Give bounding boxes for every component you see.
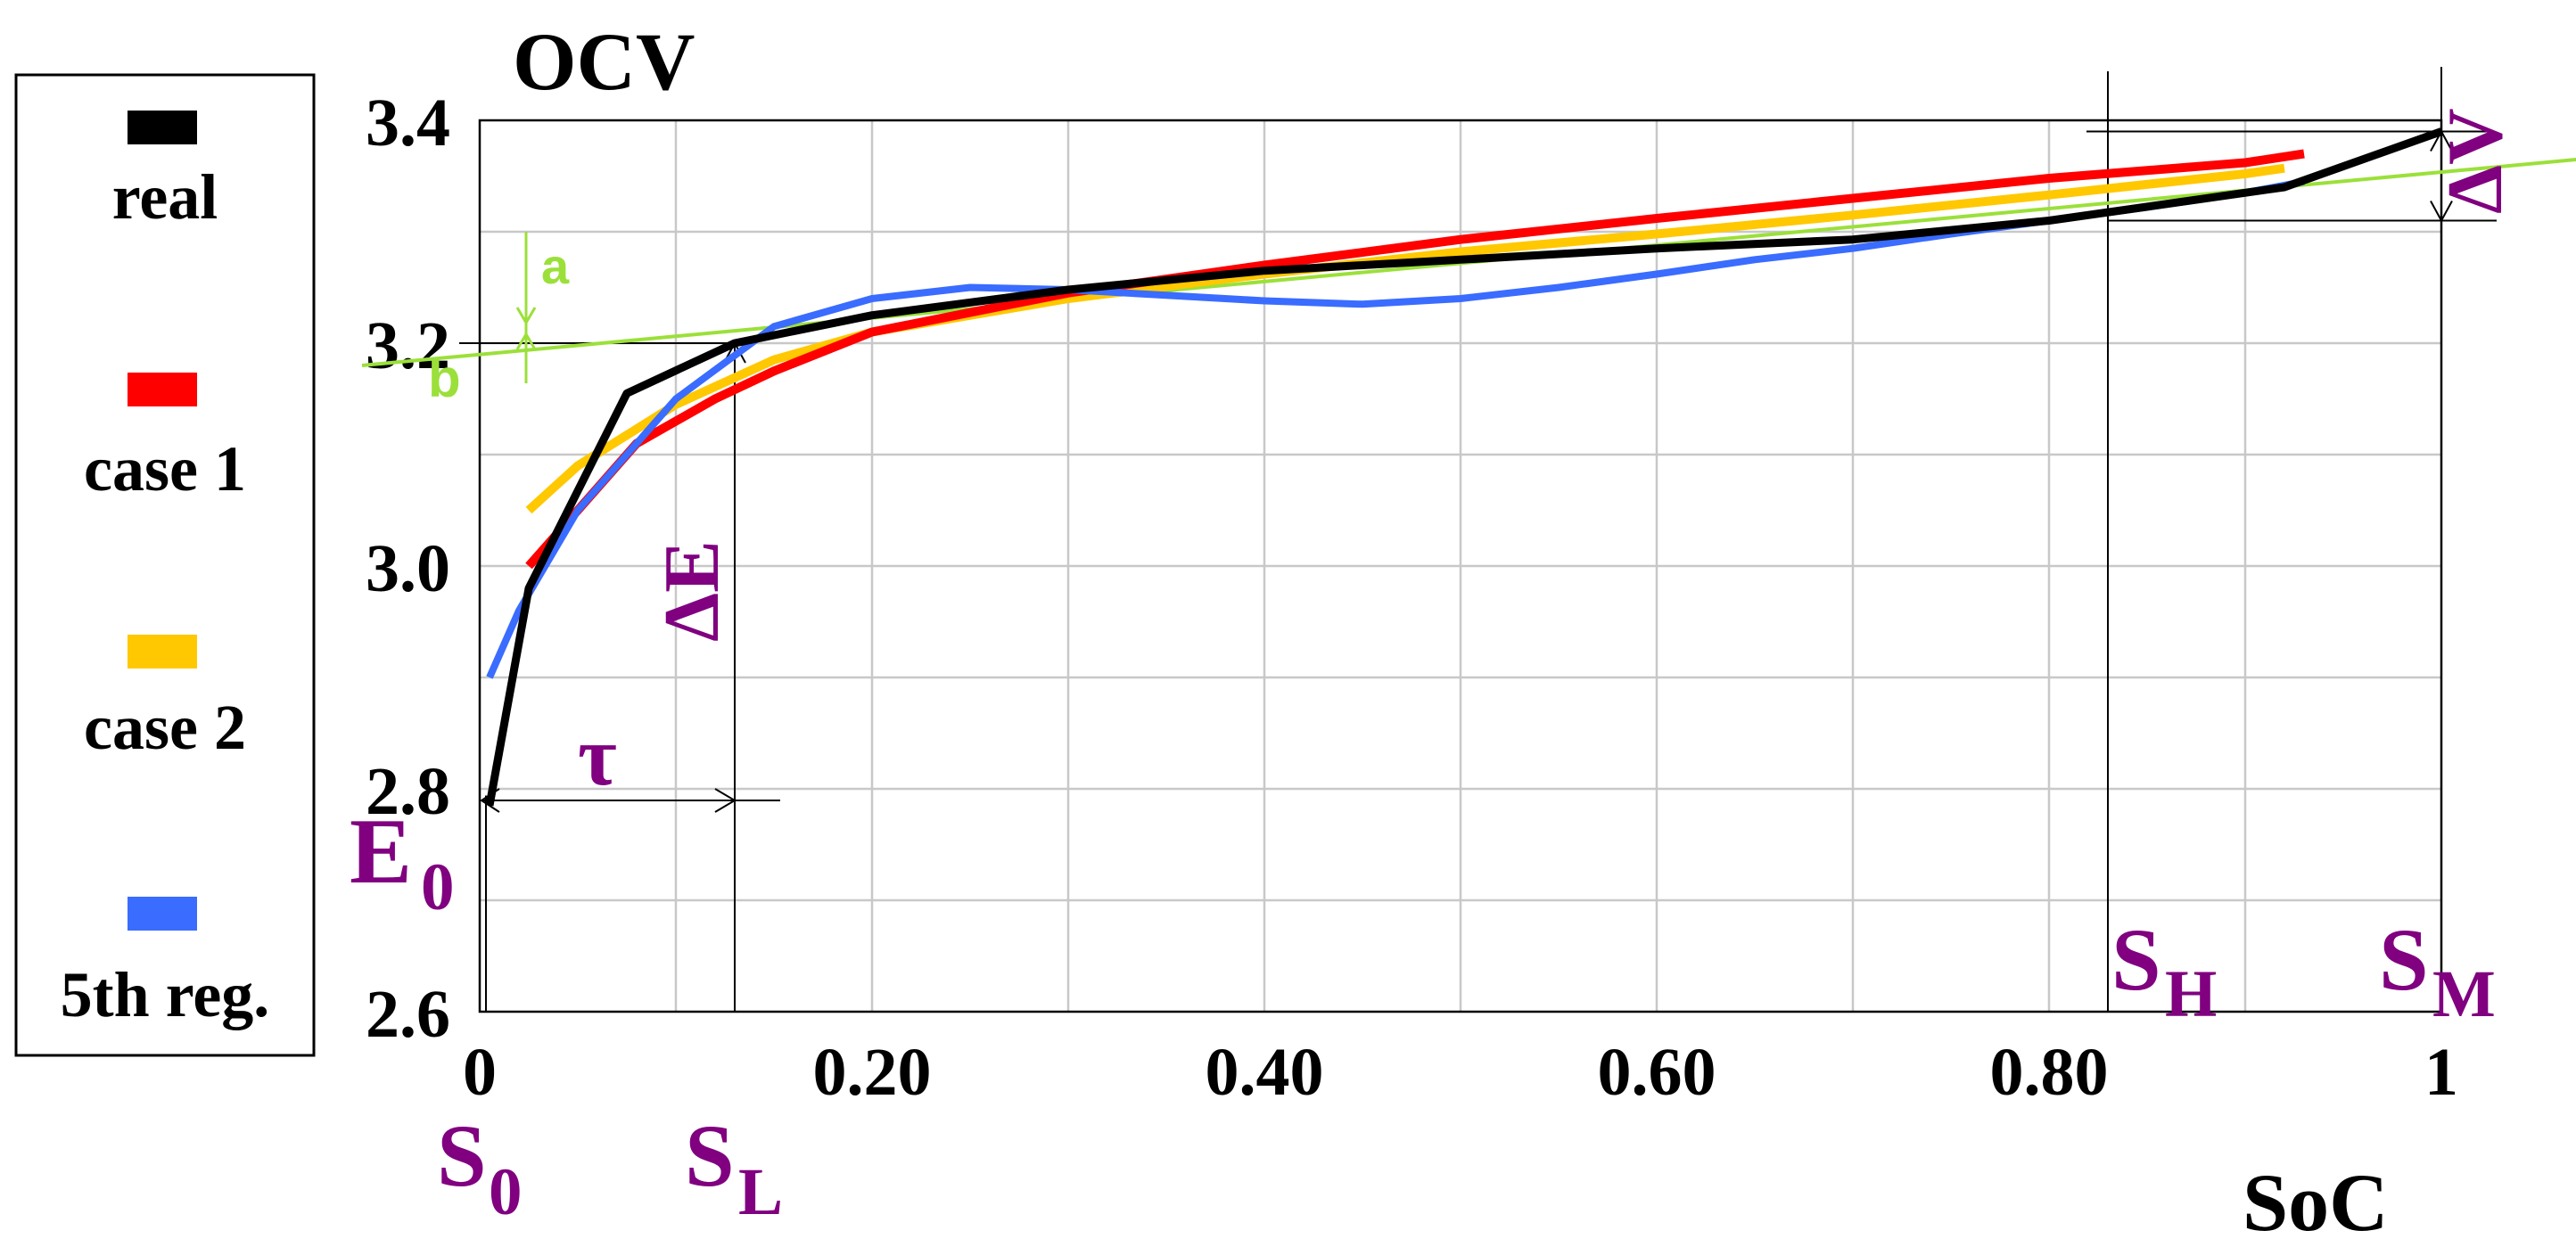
legend-label-5th-reg: 5th reg. <box>61 959 270 1030</box>
delta-v-arrow-head-bottom <box>2430 201 2453 223</box>
y-tick-label: 3.0 <box>366 531 450 606</box>
series-line-case-1 <box>525 149 2305 570</box>
green-annotations: a b <box>428 238 570 408</box>
legend-frame <box>14 73 316 1057</box>
y-axis-ticks: 2.6 2.8 3.0 3.2 3.4 <box>366 86 450 1052</box>
label-sh-sub: H <box>2165 957 2217 1031</box>
y-tick-label: 3.4 <box>366 86 450 160</box>
y-axis-title: OCV <box>513 16 695 107</box>
x-tick-label: 0.20 <box>813 1035 932 1110</box>
label-e0-sub: 0 <box>421 850 455 924</box>
legend-swatch-5th-reg <box>128 897 197 931</box>
label-sm-sub: M <box>2432 957 2496 1031</box>
label-delta-v: ΔV <box>2432 108 2519 214</box>
label-s0: S <box>437 1106 487 1205</box>
label-a: a <box>541 238 570 294</box>
b-arrow-head <box>515 332 537 350</box>
legend-swatch-real <box>128 111 197 144</box>
x-axis-ticks: 0 0.20 0.40 0.60 0.80 1 <box>463 1035 2458 1110</box>
label-b: b <box>428 349 461 408</box>
series <box>485 127 2443 807</box>
grid <box>480 120 2441 1012</box>
y-tick-label: 2.6 <box>366 977 450 1052</box>
x-tick-label: 0.60 <box>1598 1035 1716 1110</box>
legend-swatch-case-1 <box>128 373 197 406</box>
x-tick-label: 0 <box>463 1035 497 1110</box>
label-e0: E <box>350 799 412 903</box>
x-tick-label: 1 <box>2424 1035 2458 1110</box>
legend: real case 1 case 2 5th reg. <box>14 73 316 1057</box>
label-sl-sub: L <box>738 1155 783 1229</box>
label-sl: S <box>685 1106 735 1205</box>
label-s0-sub: 0 <box>489 1155 523 1229</box>
legend-swatch-case-2 <box>128 635 197 669</box>
label-sm: S <box>2379 910 2429 1009</box>
label-tau: τ <box>578 709 617 803</box>
legend-label-case-2: case 2 <box>84 692 246 763</box>
legend-label-real: real <box>112 161 218 233</box>
annotation-lines <box>361 67 2576 1012</box>
purple-annotations: E 0 S 0 S L S H S M τ ΔE ΔV <box>350 108 2519 1229</box>
label-delta-e: ΔE <box>649 540 736 642</box>
series-line-real <box>485 127 2443 807</box>
y-tick-label: 3.2 <box>366 308 450 383</box>
x-tick-label: 0.80 <box>1990 1035 2109 1110</box>
y-tick-label: 2.8 <box>366 754 450 829</box>
legend-label-case-1: case 1 <box>84 433 246 505</box>
x-tick-label: 0.40 <box>1206 1035 1324 1110</box>
label-sh: S <box>2111 910 2161 1009</box>
x-axis-title: SoC <box>2243 1157 2389 1247</box>
a-arrow-head <box>515 307 537 325</box>
